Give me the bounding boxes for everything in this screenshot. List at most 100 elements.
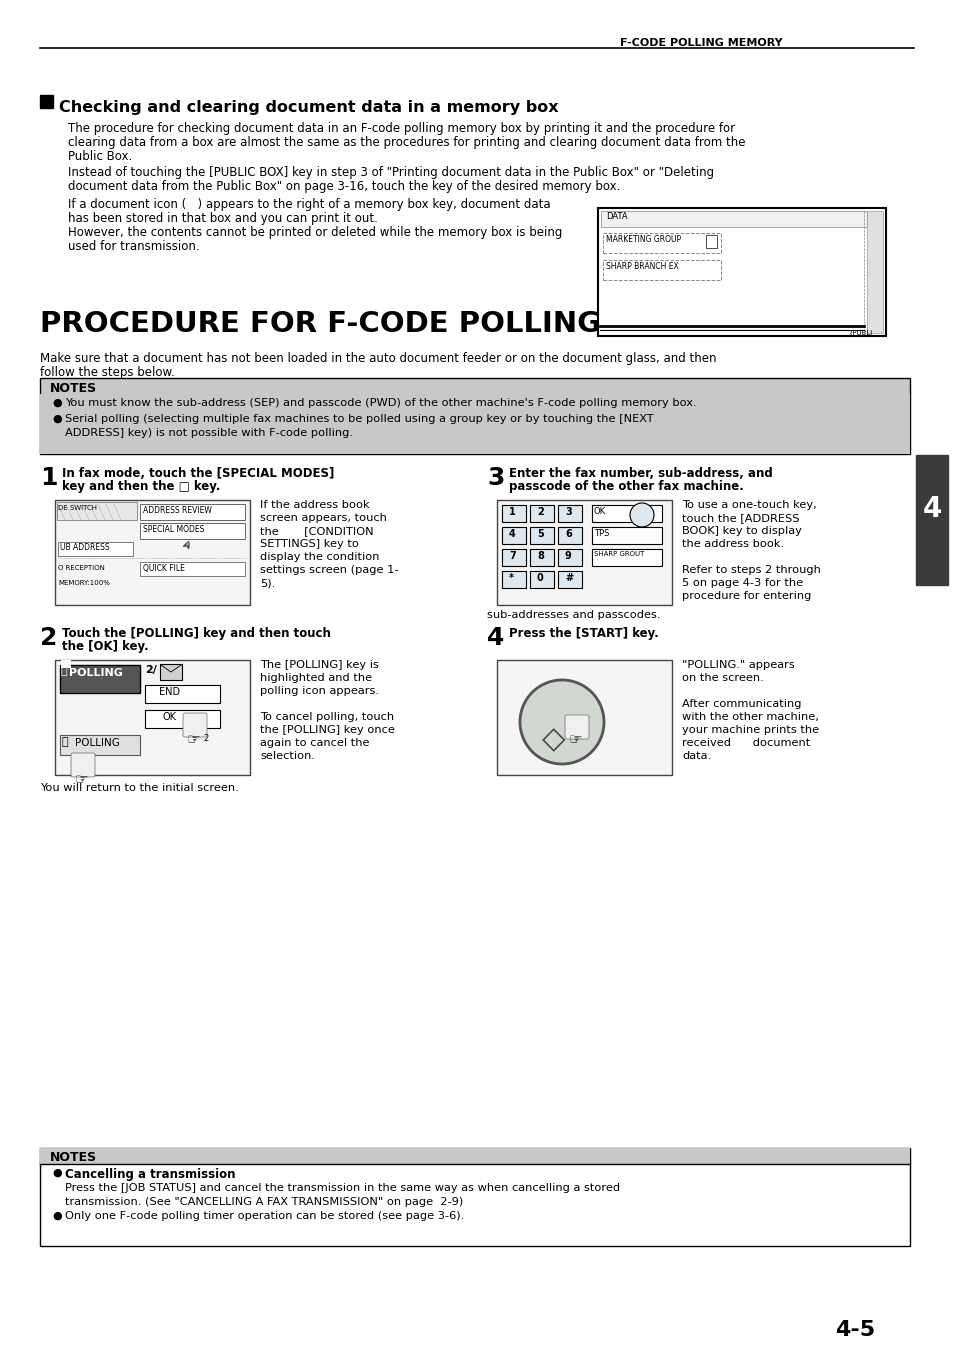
Bar	[600, 211, 866, 227]
Text: Refer to steps 2 through: Refer to steps 2 through	[681, 565, 820, 576]
Bar	[40, 1148, 909, 1246]
Text: END: END	[159, 688, 180, 697]
Bar	[40, 378, 909, 454]
Bar	[705, 235, 717, 249]
Bar	[501, 549, 525, 566]
Text: The procedure for checking document data in an F-code polling memory box by prin: The procedure for checking document data…	[68, 122, 735, 135]
Text: TPS: TPS	[594, 530, 609, 538]
Text: ⎘: ⎘	[61, 666, 68, 676]
Text: Instead of touching the [PUBLIC BOX] key in step 3 of "Printing document data in: Instead of touching the [PUBLIC BOX] key…	[68, 166, 714, 178]
Text: SHARP BRANCH EX: SHARP BRANCH EX	[605, 262, 678, 272]
Text: DE SWITCH: DE SWITCH	[58, 505, 97, 511]
Text: transmission. (See "CANCELLING A FAX TRANSMISSION" on page  2-9): transmission. (See "CANCELLING A FAX TRA…	[65, 1197, 463, 1206]
Text: O RECEPTION: O RECEPTION	[58, 565, 105, 571]
Circle shape	[629, 503, 654, 527]
Text: ADDRESS REVIEW: ADDRESS REVIEW	[143, 507, 212, 515]
Text: Press the [JOB STATUS] and cancel the transmission in the same way as when cance: Press the [JOB STATUS] and cancel the tr…	[65, 1183, 619, 1193]
Text: SETTINGS] key to: SETTINGS] key to	[260, 539, 358, 549]
Bar	[602, 259, 720, 280]
Text: Cancelling a transmission: Cancelling a transmission	[65, 1169, 235, 1181]
Text: 4-5: 4-5	[834, 1320, 874, 1340]
Text: 4: 4	[486, 626, 504, 650]
Text: You will return to the initial screen.: You will return to the initial screen.	[40, 784, 238, 793]
Text: POLLING: POLLING	[69, 667, 123, 678]
Bar	[60, 665, 140, 693]
Text: ⎘: ⎘	[62, 738, 69, 747]
Text: ☞: ☞	[75, 771, 89, 788]
Text: 2/: 2/	[145, 665, 156, 676]
Text: touch the [ADDRESS: touch the [ADDRESS	[681, 513, 799, 523]
Bar	[530, 549, 554, 566]
Text: ●: ●	[52, 413, 62, 424]
Bar	[530, 505, 554, 521]
Text: 2: 2	[203, 734, 208, 743]
Text: *: *	[509, 573, 514, 584]
Text: on the screen.: on the screen.	[681, 673, 763, 684]
Text: 7: 7	[509, 551, 516, 561]
Text: You must know the sub-address (SEP) and passcode (PWD) of the other machine's F-: You must know the sub-address (SEP) and …	[65, 399, 696, 408]
Text: 3: 3	[564, 507, 571, 517]
Text: has been stored in that box and you can print it out.: has been stored in that box and you can …	[68, 212, 377, 226]
Text: ADDRESS] key) is not possible with F-code polling.: ADDRESS] key) is not possible with F-cod…	[65, 428, 353, 438]
Bar	[501, 571, 525, 588]
Text: the       [CONDITION: the [CONDITION	[260, 526, 374, 536]
Text: 5: 5	[537, 530, 543, 539]
Text: {PUBLI: {PUBLI	[847, 330, 871, 336]
Text: Public Box.: Public Box.	[68, 150, 132, 163]
Text: OK: OK	[594, 507, 605, 516]
Text: POLLING: POLLING	[75, 738, 120, 748]
Text: OK: OK	[163, 712, 177, 721]
Text: #: #	[564, 573, 573, 584]
Bar	[140, 504, 245, 520]
Text: display the condition: display the condition	[260, 553, 379, 562]
Circle shape	[519, 680, 603, 765]
Text: 0: 0	[537, 573, 543, 584]
Text: In fax mode, touch the [SPECIAL MODES]: In fax mode, touch the [SPECIAL MODES]	[62, 467, 334, 480]
Text: SPECIAL MODES: SPECIAL MODES	[143, 526, 204, 534]
Bar	[592, 505, 661, 521]
FancyBboxPatch shape	[71, 753, 95, 777]
Bar	[58, 542, 132, 557]
Text: data.: data.	[681, 751, 710, 761]
Text: again to cancel the: again to cancel the	[260, 738, 369, 748]
Text: 1: 1	[40, 466, 57, 490]
Text: document data from the Public Box" on page 3-16, touch the key of the desired me: document data from the Public Box" on pa…	[68, 180, 619, 193]
Bar	[40, 95, 53, 108]
FancyBboxPatch shape	[183, 713, 207, 738]
Bar	[558, 549, 581, 566]
Bar	[40, 394, 909, 454]
Bar	[530, 571, 554, 588]
Bar	[57, 503, 137, 520]
Text: DATA: DATA	[605, 212, 627, 222]
Text: with the other machine,: with the other machine,	[681, 712, 818, 721]
Bar	[501, 505, 525, 521]
Text: To cancel polling, touch: To cancel polling, touch	[260, 712, 394, 721]
FancyBboxPatch shape	[564, 715, 588, 739]
Text: Touch the [POLLING] key and then touch: Touch the [POLLING] key and then touch	[62, 627, 331, 640]
Text: 5).: 5).	[260, 578, 275, 588]
Text: 2: 2	[40, 626, 57, 650]
Bar	[160, 663, 182, 680]
Text: F-CODE POLLING MEMORY: F-CODE POLLING MEMORY	[619, 38, 781, 49]
Bar	[530, 527, 554, 544]
Bar	[145, 711, 220, 728]
Text: 4: 4	[509, 530, 516, 539]
Bar	[60, 735, 140, 755]
Text: SHARP GROUT: SHARP GROUT	[594, 551, 643, 557]
Text: MEMORY:100%: MEMORY:100%	[58, 580, 110, 586]
Text: Enter the fax number, sub-address, and: Enter the fax number, sub-address, and	[509, 467, 772, 480]
Text: MARKETING GROUP: MARKETING GROUP	[605, 235, 680, 245]
Text: 6: 6	[564, 530, 571, 539]
Text: BOOK] key to display: BOOK] key to display	[681, 526, 801, 536]
Text: NOTES: NOTES	[50, 382, 97, 394]
Text: PROCEDURE FOR F-CODE POLLING: PROCEDURE FOR F-CODE POLLING	[40, 309, 600, 338]
Bar	[592, 549, 661, 566]
Bar	[55, 500, 250, 605]
Text: Make sure that a document has not been loaded in the auto document feeder or on : Make sure that a document has not been l…	[40, 353, 716, 365]
Text: "POLLING." appears: "POLLING." appears	[681, 661, 794, 670]
Text: passcode of the other fax machine.: passcode of the other fax machine.	[509, 480, 743, 493]
Text: Serial polling (selecting multiple fax machines to be polled using a group key o: Serial polling (selecting multiple fax m…	[65, 413, 653, 424]
Text: your machine prints the: your machine prints the	[681, 725, 819, 735]
Bar	[558, 505, 581, 521]
Text: key and then the □ key.: key and then the □ key.	[62, 480, 220, 493]
